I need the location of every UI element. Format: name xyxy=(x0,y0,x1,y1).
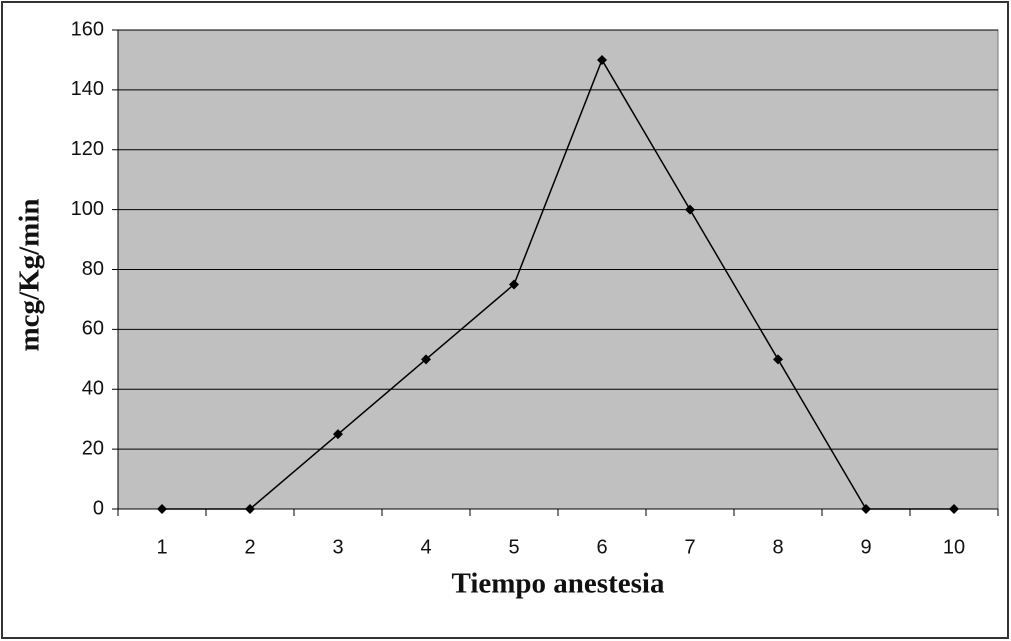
y-tick-label: 140 xyxy=(71,78,104,100)
data-point xyxy=(773,354,783,365)
y-tick-label: 80 xyxy=(82,258,104,280)
x-tick-label: 9 xyxy=(860,536,871,558)
x-tick-label: 5 xyxy=(508,536,519,558)
data-point xyxy=(861,504,871,514)
y-tick-label: 0 xyxy=(93,497,104,519)
x-tick-label: 3 xyxy=(332,536,343,558)
y-tick-label: 120 xyxy=(71,138,104,160)
y-tick-label: 20 xyxy=(82,437,104,459)
data-line xyxy=(162,58,954,510)
data-point xyxy=(245,504,255,514)
y-tick-label: 40 xyxy=(82,378,104,400)
data-point xyxy=(597,54,607,65)
y-tick-label: 160 xyxy=(71,18,104,40)
x-tick-label: 4 xyxy=(420,536,431,558)
data-point xyxy=(157,504,167,514)
y-tick-label: 100 xyxy=(71,198,104,220)
x-tick-label: 8 xyxy=(772,536,783,558)
x-axis-title: Tiempo anestesia xyxy=(452,568,665,600)
y-axis-title: mcg/Kg/min xyxy=(14,198,46,351)
data-point xyxy=(509,279,519,290)
data-point xyxy=(333,429,343,440)
data-point xyxy=(421,354,431,365)
x-tick-label: 7 xyxy=(684,536,695,558)
data-point xyxy=(949,504,959,514)
data-point xyxy=(685,204,695,215)
x-tick-label: 1 xyxy=(156,536,167,558)
x-tick-label: 2 xyxy=(244,536,255,558)
plot-area: 0 20 40 60 80 100 120 140 160 1 2 3 4 5 6 7 8 9 10 xyxy=(71,18,999,558)
y-tick-label: 60 xyxy=(82,318,104,340)
x-tick-label: 6 xyxy=(596,536,607,558)
x-tick-label: 10 xyxy=(943,536,965,558)
